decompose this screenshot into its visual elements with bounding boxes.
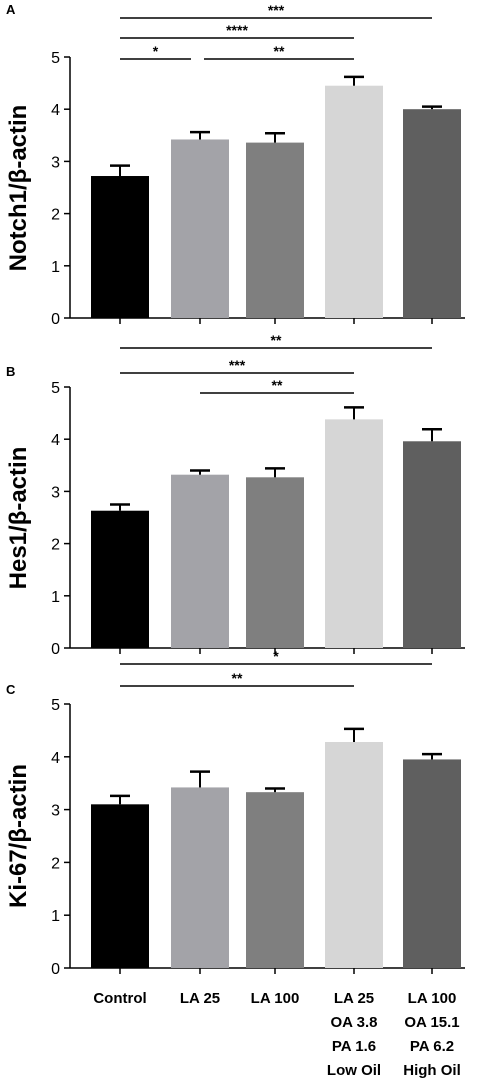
y-tick-label: 1 — [51, 259, 60, 276]
significance-label: *** — [268, 2, 285, 18]
x-axis-labels: Control LA 25 LA 100 LA 25 OA 3.8 PA 1.6 Low O… — [93, 990, 460, 1079]
panel-letter: B — [6, 364, 15, 379]
x-tick-label: LA 100 — [251, 990, 300, 1007]
y-tick-label: 0 — [51, 961, 60, 978]
significance-label: * — [273, 648, 279, 664]
significance-label: ** — [271, 332, 282, 348]
y-tick-label: 4 — [51, 750, 60, 767]
x-tick-label: OA 3.8 — [331, 1014, 378, 1031]
x-tick-label: LA 25 — [180, 990, 220, 1007]
bar — [171, 474, 229, 648]
x-tick-label: High Oil — [403, 1062, 461, 1079]
x-tick-label: OA 15.1 — [404, 1014, 459, 1031]
y-tick-label: 4 — [51, 432, 60, 449]
significance-label: ** — [274, 43, 285, 59]
x-tick-label: PA 1.6 — [332, 1038, 376, 1055]
bar — [403, 109, 461, 318]
y-tick-label: 5 — [51, 697, 60, 714]
x-tick-label: PA 6.2 — [410, 1038, 454, 1055]
y-axis-label: Hes1/β-actin — [5, 447, 32, 590]
bar — [246, 792, 304, 968]
bar — [325, 419, 383, 648]
bar — [91, 510, 149, 648]
x-tick-label: LA 100 — [408, 990, 457, 1007]
x-tick-label: Low Oil — [327, 1062, 381, 1079]
bar — [403, 441, 461, 648]
y-tick-label: 0 — [51, 641, 60, 658]
bar — [325, 85, 383, 319]
y-tick-label: 1 — [51, 908, 60, 925]
y-tick-label: 1 — [51, 589, 60, 606]
panel-letter: C — [6, 682, 16, 697]
y-tick-label: 5 — [51, 50, 60, 67]
bar — [246, 477, 304, 648]
x-tick-label: Control — [93, 990, 146, 1007]
bar — [171, 139, 229, 318]
bar — [91, 804, 149, 968]
significance-label: **** — [226, 22, 248, 38]
y-tick-label: 3 — [51, 803, 60, 820]
y-tick-label: 2 — [51, 207, 60, 224]
y-tick-label: 2 — [51, 855, 60, 872]
significance-label: ** — [272, 377, 283, 393]
bar — [403, 759, 461, 968]
significance-label: *** — [229, 357, 246, 373]
y-tick-label: 3 — [51, 154, 60, 171]
y-axis-label: Notch1/β-actin — [5, 105, 32, 272]
bar — [171, 787, 229, 968]
significance-label: ** — [232, 670, 243, 686]
panel-letter: A — [6, 2, 16, 17]
significance-label: * — [153, 43, 159, 59]
bar — [246, 142, 304, 318]
y-axis-label: Ki-67/β-actin — [5, 764, 32, 908]
y-tick-label: 3 — [51, 484, 60, 501]
bar — [325, 742, 383, 968]
x-tick-label: LA 25 — [334, 990, 374, 1007]
y-tick-label: 5 — [51, 380, 60, 397]
bar — [91, 176, 149, 318]
y-tick-label: 0 — [51, 311, 60, 328]
y-tick-label: 2 — [51, 537, 60, 554]
y-tick-label: 4 — [51, 102, 60, 119]
